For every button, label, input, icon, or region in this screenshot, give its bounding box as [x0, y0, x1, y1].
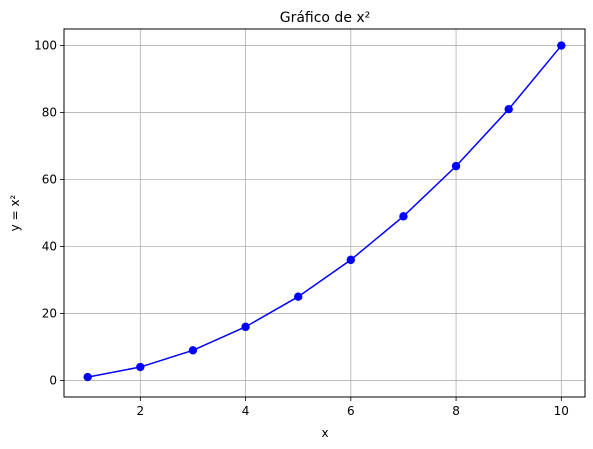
series-line	[87, 45, 562, 378]
y-tick-label: 0	[49, 373, 57, 387]
data-point	[241, 322, 250, 332]
x-tick-label: 6	[347, 404, 355, 418]
data-point	[504, 104, 513, 114]
x-tick-label: 4	[242, 404, 250, 418]
x-tick-label: 2	[136, 404, 144, 418]
grid-lines	[64, 29, 585, 397]
x-tick-label: 10	[554, 404, 569, 418]
x-axis-label: x	[321, 426, 328, 440]
data-point	[346, 255, 356, 265]
data-point	[136, 362, 145, 372]
data-point	[188, 346, 198, 355]
y-tick-label: 100	[34, 39, 57, 53]
plot-frame	[63, 28, 586, 398]
y-axis-label: y = x²	[8, 194, 22, 231]
data-point	[557, 41, 566, 50]
x-tick-label: 8	[452, 404, 460, 418]
series-layer	[83, 41, 566, 382]
data-point	[399, 212, 408, 221]
chart-title: Gráfico de x²	[280, 10, 371, 26]
data-point	[293, 292, 303, 301]
data-point	[451, 161, 461, 171]
data-point	[83, 372, 92, 382]
y-tick-label: 80	[42, 106, 57, 120]
y-tick-label: 40	[42, 239, 57, 253]
y-tick-label: 60	[42, 173, 57, 187]
y-tick-label: 20	[42, 306, 57, 320]
